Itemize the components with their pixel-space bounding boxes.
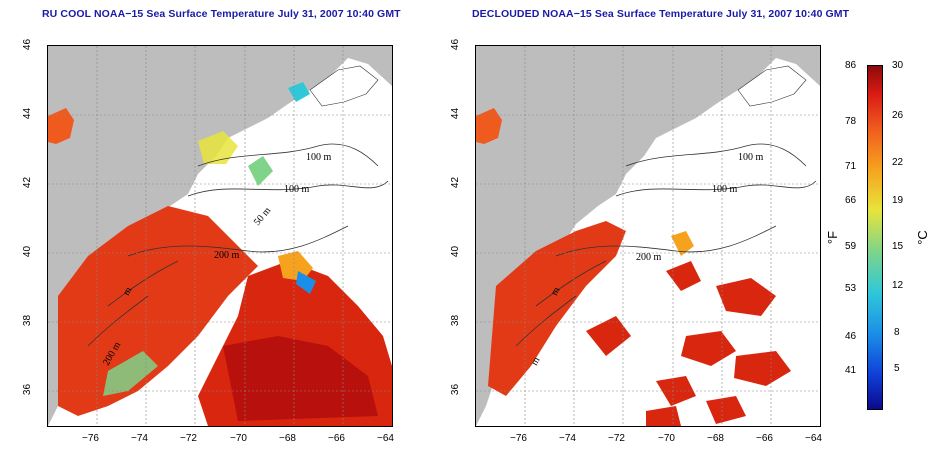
contour-line (615, 180, 817, 197)
land-mass (476, 46, 820, 426)
sst-patch (223, 336, 378, 421)
grid (476, 46, 820, 426)
x-tick-label: −74 (131, 433, 148, 444)
y-tick-label: 44 (22, 107, 34, 120)
contour-label: 100 m (738, 152, 764, 163)
left-panel-title: RU COOL NOAA−15 Sea Surface Temperature … (42, 8, 401, 20)
y-tick-label: 38 (22, 314, 34, 327)
contour-line (515, 295, 577, 347)
contour-line (127, 225, 349, 257)
right-panel-title: DECLOUDED NOAA−15 Sea Surface Temperatur… (472, 8, 850, 20)
contour-label: 100 m (306, 152, 332, 163)
contour-line (107, 260, 179, 307)
right-map-canvas: 100 m 100 m 200 m m m (476, 46, 820, 426)
colorbar-c-tick: 19 (892, 195, 904, 206)
y-tick-label: 40 (450, 245, 462, 258)
y-tick-label: 42 (22, 176, 34, 189)
colorbar-c-tick: 30 (892, 60, 904, 71)
contour-label: 50 m (252, 205, 274, 228)
y-tick-label: 40 (22, 245, 34, 258)
sst-patch (476, 108, 502, 144)
x-tick-label: −64 (377, 433, 394, 444)
colorbar-c-tick: 26 (892, 110, 904, 121)
y-tick-label: 36 (450, 383, 462, 396)
x-tick-label: −68 (707, 433, 724, 444)
contour-label: 200 m (636, 252, 662, 263)
sst-patch (296, 271, 316, 294)
y-tick-label: 42 (450, 176, 462, 189)
left-sst-map: 100 m 100 m 50 m 200 m m 200 m (47, 45, 393, 427)
y-tick-label: 44 (450, 107, 462, 120)
colorbar-c-tick: 12 (892, 280, 904, 291)
right-sst-map: 100 m 100 m 200 m m m (475, 45, 821, 427)
sst-patch (706, 396, 746, 424)
land-nova-scotia (737, 65, 807, 107)
x-tick-label: −76 (510, 433, 527, 444)
sst-patch (103, 351, 158, 396)
land-nova-scotia (309, 65, 379, 107)
colorbar-unit-celsius: °C (914, 230, 930, 245)
sst-patch (681, 331, 736, 366)
x-tick-label: −66 (328, 433, 345, 444)
contour-line (625, 143, 807, 167)
contour-line (187, 180, 389, 197)
sst-patch (488, 221, 626, 396)
sst-patch (58, 206, 258, 416)
sst-patch (248, 156, 273, 186)
sst-patch (716, 278, 776, 316)
sst-patch (646, 406, 681, 426)
y-tick-label: 46 (22, 38, 34, 51)
colorbar-c-tick: 5 (894, 363, 900, 374)
x-tick-label: −70 (230, 433, 247, 444)
x-tick-label: −76 (82, 433, 99, 444)
x-tick-label: −66 (756, 433, 773, 444)
colorbar-c-tick: 8 (894, 327, 900, 338)
sst-patch (288, 82, 310, 102)
contour-line (535, 260, 607, 307)
grid (48, 46, 392, 426)
contour-label: 200 m (214, 250, 240, 261)
sst-patch (48, 108, 74, 144)
contour-line (87, 295, 149, 347)
colorbar-f-tick: 66 (845, 195, 857, 206)
colorbar-f-tick: 46 (845, 331, 857, 342)
y-tick-label: 36 (22, 383, 34, 396)
colorbar-f-tick: 53 (845, 283, 857, 294)
x-tick-label: −70 (658, 433, 675, 444)
y-tick-label: 46 (450, 38, 462, 51)
colorbar-c-tick: 15 (892, 241, 904, 252)
y-tick-label: 38 (450, 314, 462, 327)
land-mass (48, 46, 392, 426)
x-tick-label: −64 (805, 433, 822, 444)
sst-patch (666, 261, 701, 291)
sst-patch (671, 231, 694, 256)
x-tick-label: −74 (559, 433, 576, 444)
colorbar-f-tick: 71 (845, 161, 857, 172)
colorbar-c-tick: 22 (892, 157, 904, 168)
sst-patch (586, 316, 631, 356)
contour-label: 100 m (712, 184, 738, 195)
left-map-canvas: 100 m 100 m 50 m 200 m m 200 m (48, 46, 392, 426)
colorbar-unit-fahrenheit: °F (825, 230, 841, 245)
contour-line (197, 143, 379, 167)
colorbar-f-tick: 41 (845, 365, 857, 376)
sst-patch (278, 251, 313, 281)
contour-line (555, 225, 777, 257)
sst-patch (734, 351, 791, 386)
x-tick-label: −72 (180, 433, 197, 444)
x-tick-label: −68 (279, 433, 296, 444)
colorbar-f-tick: 59 (845, 241, 857, 252)
sst-patch (198, 131, 238, 164)
colorbar-f-tick: 86 (845, 60, 857, 71)
colorbar-f-tick: 78 (845, 116, 857, 127)
temperature-colorbar (867, 65, 883, 410)
contour-label: 100 m (284, 184, 310, 195)
x-tick-label: −72 (608, 433, 625, 444)
